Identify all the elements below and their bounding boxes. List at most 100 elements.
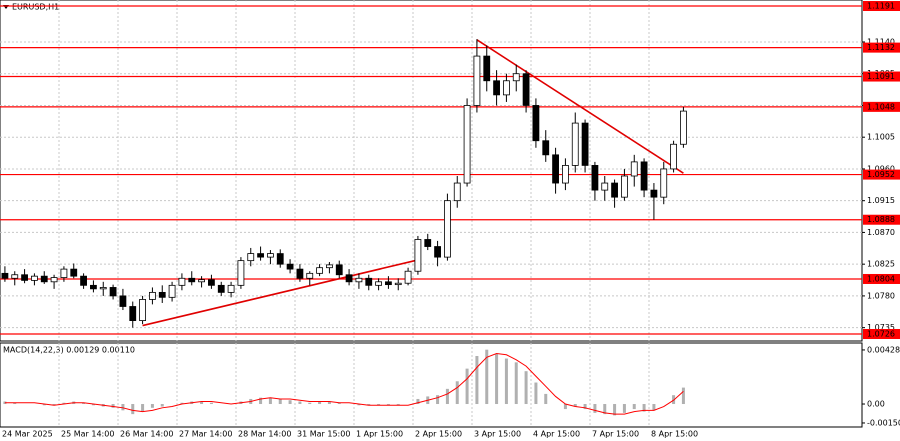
candle-body [188,277,196,283]
macd-bar [613,404,617,416]
candle-body [394,282,402,286]
candle-body [630,161,638,177]
level-label-box [863,214,900,225]
candle-body [404,270,412,284]
candle-body [444,200,451,258]
level-label-box [863,329,900,340]
candle-body [680,110,687,145]
macd-bar [504,358,508,405]
candle-body [1,272,9,279]
level-label: 1.1091 [867,72,895,81]
x-tick-label: 24 Mar 2025 [2,430,53,439]
macd-bar [357,404,361,406]
candle-body [286,263,294,270]
macd-bar [327,401,331,405]
level-label: 1.0726 [867,330,895,339]
macd-bar [131,404,135,415]
candle-body [375,281,382,286]
candle-body [21,274,28,281]
candle-body [60,268,68,278]
macd-bar [82,402,86,405]
candle-body [296,268,304,279]
x-tick-label: 2 Apr 15:00 [415,430,462,439]
macd-bar [62,402,66,405]
macd-bar [121,404,125,411]
trend-line [142,259,419,327]
macd-bar [495,353,499,405]
candle-body [99,287,107,290]
candle-body [385,281,392,286]
candle-body [119,295,127,307]
y-tick-label: 0.00 [867,400,885,409]
candle-body [227,284,235,293]
candle-body [31,275,38,281]
macd-bar [288,400,292,405]
level-label: 1.1048 [867,102,895,111]
level-label-box [863,101,900,112]
macd-bar [180,402,184,405]
macd-bar [209,402,213,405]
candle-body [650,189,658,198]
macd-bar [278,398,282,405]
macd-signal-line [4,352,684,415]
macd-bar [396,404,400,406]
level-label: 1.0888 [867,215,895,224]
candle-body [453,182,461,202]
candle-body [335,264,343,276]
macd-bar [593,404,597,413]
level-label: 1.1191 [867,1,895,10]
candle-body [247,253,255,262]
candle-body [562,165,569,184]
macd-bar [563,404,567,410]
candle-body [355,277,363,283]
macd-bar [642,404,646,412]
candle-body [208,279,215,286]
candle-body [640,161,648,191]
candle-body [198,279,205,283]
macd-bar [652,404,656,411]
x-tick-label: 4 Apr 15:00 [533,430,580,439]
candle-body [257,253,264,258]
macd-bar [259,397,263,405]
level-label-box [863,42,900,53]
macd-bar [308,402,312,405]
candle-body [316,267,323,274]
x-tick-label: 1 Apr 15:00 [356,430,403,439]
candle-body [424,239,432,247]
y-tick-label: -0.00150 [867,418,900,427]
candle-body [542,140,550,156]
x-tick-label: 3 Apr 15:00 [474,430,521,439]
macd-bar [377,404,381,406]
macd-bar [268,397,272,405]
candle-body [237,260,245,286]
x-tick-label: 26 Mar 14:00 [120,430,173,439]
x-tick-label: 8 Apr 15:00 [651,430,698,439]
macd-bar [337,402,341,405]
candle-body [660,168,668,198]
candle-body [267,253,274,258]
candle-body [178,277,186,286]
macd-bar [298,401,302,405]
macd-bar [514,362,518,405]
macd-bar [436,395,440,405]
level-label: 1.0952 [867,170,895,179]
candle-body [149,291,156,300]
candle-body [483,55,491,82]
x-tick-label: 27 Mar 14:00 [179,430,232,439]
candle-body [345,274,353,283]
y-tick-label: 1.0780 [867,291,895,300]
candle-body [326,264,333,269]
macd-bar [160,404,164,407]
candle-body [158,291,166,298]
candle-body [493,80,500,96]
candle-body [40,275,48,283]
candle-body [473,55,481,106]
macd-bar [583,404,587,410]
candle-body [109,287,117,297]
level-label: 1.0804 [867,274,895,283]
candle-body [522,73,530,106]
macd-bar [200,401,204,405]
x-tick-label: 25 Mar 14:00 [61,430,114,439]
macd-bar [475,356,479,405]
y-tick-label: 1.0825 [867,260,895,269]
